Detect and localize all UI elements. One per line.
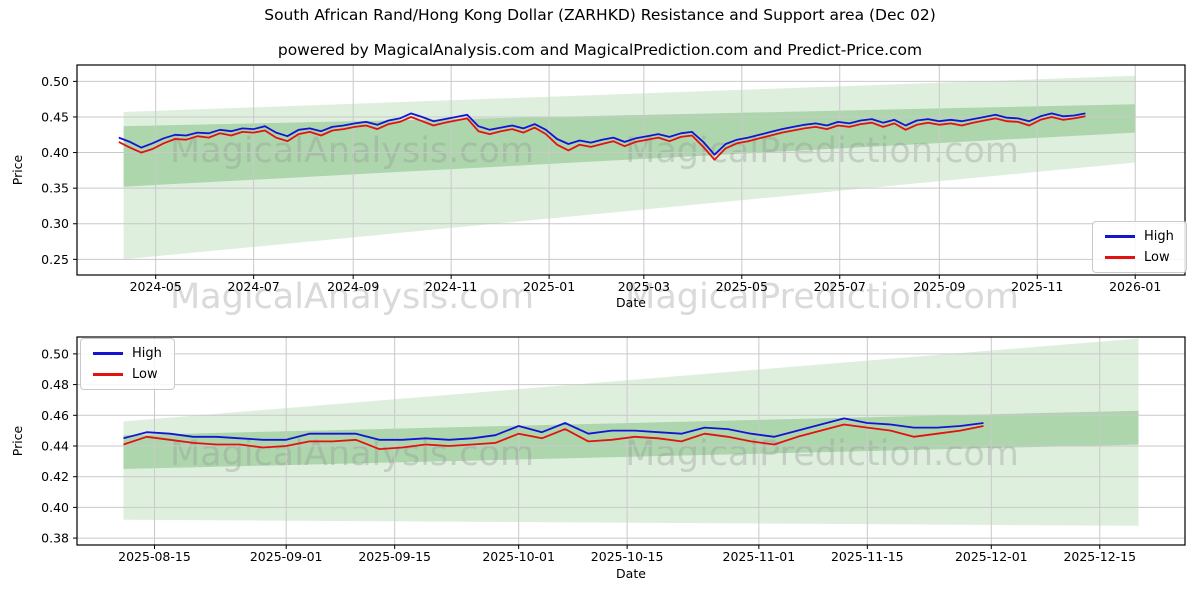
legend-label-low: Low — [132, 367, 158, 382]
x-tick-label: 2025-10-01 — [482, 549, 555, 564]
plot-border — [76, 336, 1186, 546]
y-tick-label: 0.45 — [41, 109, 69, 124]
x-axis-label: Date — [616, 566, 646, 581]
x-tick-label: 2025-12-15 — [1063, 549, 1136, 564]
x-tick-label: 2025-09 — [913, 279, 965, 294]
legend-entry-low: Low — [93, 368, 162, 381]
x-tick-label: 2025-11-15 — [831, 549, 904, 564]
x-tick-label: 2025-11 — [1011, 279, 1063, 294]
support-resistance-fan-mid — [123, 410, 1139, 469]
chart-subtitle: powered by MagicalAnalysis.com and Magic… — [277, 41, 923, 59]
y-tick-label: 0.30 — [41, 216, 69, 231]
x-tick-label: 2025-09-01 — [250, 549, 323, 564]
y-axis-label: Price — [10, 154, 25, 185]
x-tick-label: 2025-10-15 — [591, 549, 664, 564]
x-tick-label: 2024-11 — [425, 279, 477, 294]
high-line — [118, 112, 1086, 156]
y-tick-label: 0.48 — [41, 377, 69, 392]
x-tick-label: 2025-01 — [523, 279, 575, 294]
x-tick-label: 2024-09 — [327, 279, 379, 294]
y-tick-label: 0.44 — [41, 438, 69, 453]
legend-top-chart: High Low — [1092, 221, 1187, 273]
x-tick-label: 2025-08-15 — [118, 549, 191, 564]
x-tick-label: 2025-07 — [814, 279, 866, 294]
x-tick-label: 2026-01 — [1109, 279, 1161, 294]
y-tick-label: 0.38 — [41, 531, 69, 546]
x-tick-label: 2025-09-15 — [358, 549, 431, 564]
high-line-swatch — [93, 352, 123, 355]
legend-bottom-chart: High Low — [80, 338, 175, 390]
legend-entry-low: Low — [1105, 251, 1174, 264]
legend-label-low: Low — [1144, 250, 1170, 265]
legend-entry-high: High — [93, 347, 162, 360]
y-tick-label: 0.35 — [41, 181, 69, 196]
x-tick-label: 2025-05 — [716, 279, 768, 294]
x-tick-label: 2024-07 — [228, 279, 280, 294]
high-line-swatch — [1105, 235, 1135, 238]
x-tick-label: 2024-05 — [130, 279, 182, 294]
legend-entry-high: High — [1105, 230, 1174, 243]
x-axis-label: Date — [616, 295, 646, 310]
watermark-text: MagicalPrediction.com — [625, 131, 1019, 171]
high-line — [123, 417, 984, 441]
legend-label-high: High — [1144, 229, 1174, 244]
low-line-swatch — [93, 373, 123, 376]
y-tick-label: 0.25 — [41, 252, 69, 267]
y-tick-label: 0.50 — [41, 74, 69, 89]
watermark-text: MagicalPrediction.com — [625, 434, 1019, 474]
support-resistance-fan-light — [123, 338, 1139, 526]
legend-label-high: High — [132, 346, 162, 361]
watermark-text: MagicalPrediction.com — [625, 277, 1019, 317]
low-line-swatch — [1105, 256, 1135, 259]
chart-0: MagicalAnalysis.com MagicalPrediction.com… — [10, 64, 1186, 317]
low-line — [123, 423, 984, 451]
watermark-text: MagicalAnalysis.com — [170, 131, 534, 171]
chart-title: South African Rand/Hong Kong Dollar (ZAR… — [264, 6, 936, 24]
x-tick-label: 2025-03 — [618, 279, 670, 294]
y-tick-label: 0.42 — [41, 469, 69, 484]
low-line — [118, 115, 1086, 161]
x-tick-label: 2025-11-01 — [723, 549, 796, 564]
x-tick-label: 2025-12-01 — [955, 549, 1028, 564]
y-tick-label: 0.46 — [41, 408, 69, 423]
plot-border — [76, 64, 1186, 276]
y-tick-label: 0.40 — [41, 145, 69, 160]
y-tick-label: 0.50 — [41, 346, 69, 361]
y-tick-label: 0.40 — [41, 500, 69, 515]
chart-1: MagicalAnalysis.com MagicalPrediction.com… — [10, 336, 1186, 581]
y-axis-label: Price — [10, 425, 25, 456]
watermark-text: MagicalAnalysis.com — [170, 277, 534, 317]
